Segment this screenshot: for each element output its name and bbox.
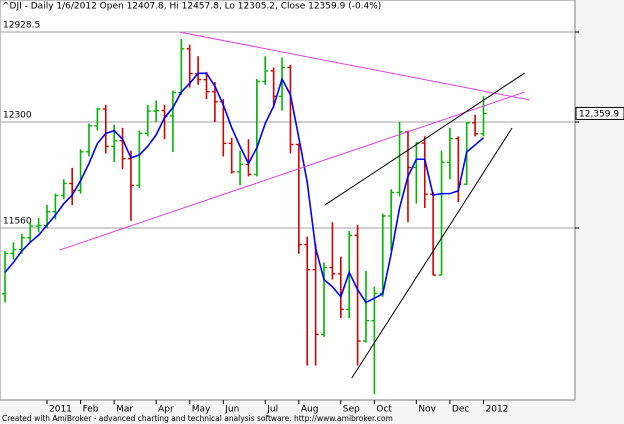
- x-tick-label: Dec: [452, 405, 469, 415]
- ohlc-bar: [94, 107, 101, 131]
- ohlc-bar: [228, 137, 235, 174]
- x-tick-label: Nov: [418, 405, 436, 415]
- trendline: [59, 91, 525, 251]
- y-tick-label: 12300: [3, 111, 32, 121]
- trendline: [179, 31, 530, 101]
- ohlc-bar: [472, 114, 479, 137]
- trendline: [324, 72, 525, 206]
- ohlc-bar: [438, 150, 445, 276]
- ohlc-bar: [245, 139, 252, 177]
- ohlc-bar: [371, 286, 378, 395]
- x-tick-label: 2011: [49, 405, 72, 415]
- last-value-box: [575, 106, 624, 120]
- ohlc-bar: [421, 136, 428, 208]
- ohlc-bar: [203, 71, 210, 100]
- ohlc-bar: [144, 104, 151, 137]
- ohlc-bar: [321, 262, 328, 337]
- footer: Created with AmiBroker - advanced charti…: [2, 414, 393, 423]
- last-value-label: 12,359.9: [579, 109, 619, 119]
- moving-average-line: [4, 72, 485, 304]
- ohlc-bar: [119, 127, 126, 170]
- x-tick-label: Feb: [83, 405, 99, 415]
- ohlc-bar: [253, 79, 260, 177]
- ohlc-bar: [136, 130, 143, 188]
- x-tick-label: Sep: [343, 405, 360, 415]
- ohlc-bar: [27, 222, 34, 243]
- x-tick-label: Oct: [376, 405, 392, 415]
- ohlc-bar: [279, 57, 286, 111]
- plot-area: [0, 0, 576, 401]
- ohlc-bar: [354, 225, 361, 366]
- ohlc-bar: [186, 44, 193, 88]
- ohlc-bar: [312, 243, 319, 366]
- ohlc-bar: [446, 127, 453, 180]
- ohlc-bar: [169, 90, 176, 153]
- ohlc-bar: [362, 270, 369, 343]
- x-tick-label: May: [192, 405, 211, 415]
- layer: 12928.5 12300 11560 2011 Feb Mar Apr May Jun Jul A…: [0, 21, 624, 415]
- ohlc-bar: [329, 222, 336, 280]
- x-tick-label: Jul: [266, 405, 278, 415]
- ohlc-bar: [102, 104, 109, 154]
- x-tick-label: Aug: [301, 405, 319, 415]
- x-tick-label: Jun: [224, 405, 239, 415]
- chart-title: ^DJI - Daily 1/6/2012 Open 12407.8, Hi 1…: [2, 2, 381, 12]
- ohlc-bar: [262, 56, 269, 85]
- ohlc-bar: [480, 96, 487, 137]
- ohlc-bar: [295, 143, 302, 254]
- ohlc-bar: [211, 81, 218, 123]
- ohlc-bar: [77, 149, 84, 194]
- x-tick-label: 2012: [486, 405, 509, 415]
- ohlc-bar: [287, 64, 294, 154]
- trendline: [351, 127, 513, 379]
- ohlc-bar: [85, 123, 92, 157]
- y-tick-label: 12928.5: [3, 21, 40, 31]
- ohlc-bar: [60, 179, 67, 200]
- ohlc-bar: [35, 217, 42, 233]
- ohlc-bar: [127, 150, 134, 221]
- ohlc-bar: [337, 256, 344, 319]
- y-tick-label: 11560: [3, 216, 32, 226]
- ohlc-bar: [237, 150, 244, 186]
- ohlc-bar: [153, 100, 160, 123]
- ohlc-bar: [388, 189, 395, 251]
- x-tick-label: Mar: [116, 405, 133, 415]
- ohlc-bar: [10, 242, 17, 260]
- ohlc-bar: [2, 250, 9, 303]
- x-tick-label: Apr: [158, 405, 174, 415]
- ohlc-bar: [304, 236, 311, 366]
